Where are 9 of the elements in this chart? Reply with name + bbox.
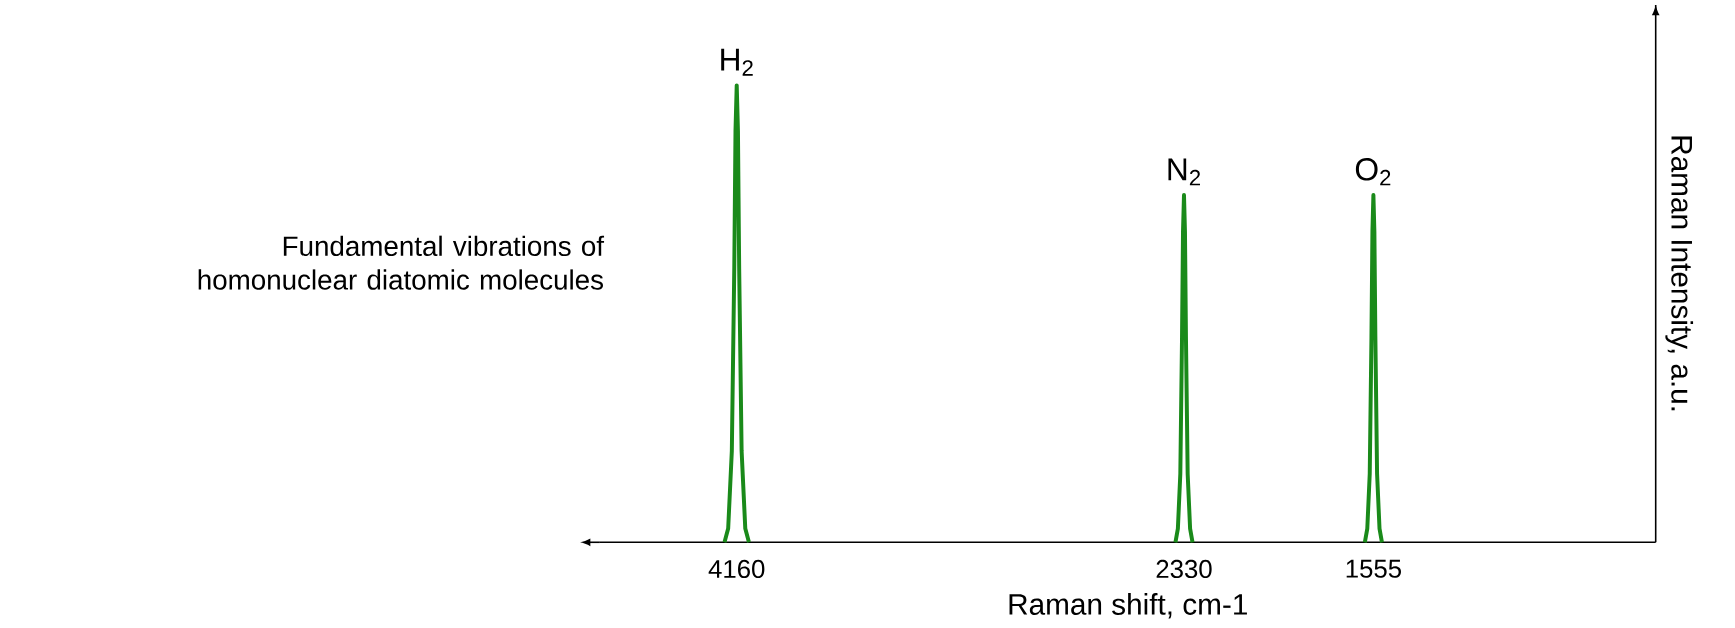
annotation: H$_{2}$ [721, 48, 753, 76]
x-tick-label: 4160 [708, 560, 765, 579]
x-axis-title: Raman shift, cm-1 [1009, 593, 1247, 619]
annotation: O$_{2}$ [1355, 158, 1391, 186]
annotation: Fundamental vibrations of homonuclear diatomic molecules [198, 235, 605, 290]
x-tick-label: 1555 [1346, 560, 1401, 579]
y-axis-title: Raman Intensity, a.u. [1665, 136, 1694, 411]
x-tick-label: 2330 [1156, 560, 1212, 579]
annotation: N$_{2}$ [1168, 158, 1200, 186]
